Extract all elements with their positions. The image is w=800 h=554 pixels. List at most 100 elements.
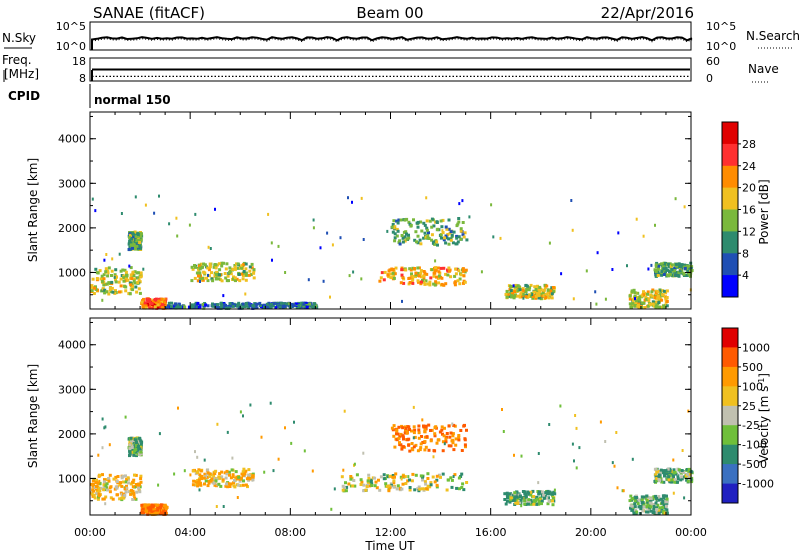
power-echo-region-3 xyxy=(190,261,256,283)
power-echo-region-2 xyxy=(140,297,168,310)
velocity-echo-region-0 xyxy=(90,473,143,502)
velocity-colorbar-tick-3: 25 xyxy=(742,400,756,413)
velocity-axis: 1000 2000 3000 4000 xyxy=(58,318,692,515)
power-colorbar-tick-6: 28 xyxy=(742,138,756,151)
power-axis: 1000 2000 3000 4000 xyxy=(58,112,692,309)
power-ytick-label-1: 2000 xyxy=(58,222,86,235)
velocity-colorbar-band-0 xyxy=(722,328,738,348)
velocity-colorbar-tick-4: -25 xyxy=(742,419,760,432)
noise-trace xyxy=(91,36,693,42)
velocity-echo-region-3 xyxy=(191,467,255,489)
power-colorbar-band-2 xyxy=(722,165,738,189)
velocity-colorbar-tick-5: -100 xyxy=(742,439,767,452)
velocity-echo-scatter xyxy=(90,401,694,516)
beam-title: Beam 00 xyxy=(356,4,423,22)
velocity-ylabel: Slant Range [km] xyxy=(26,364,40,468)
velocity-colorbar-band-8 xyxy=(722,483,738,504)
time-tick-label-6: 00:00 xyxy=(675,526,707,539)
time-tick-label-3: 12:00 xyxy=(375,526,407,539)
velocity-ytick-label-2: 3000 xyxy=(58,383,86,396)
power-colorbar-band-5 xyxy=(722,231,738,254)
power-colorbar-tick-0: 4 xyxy=(742,269,749,282)
velocity-colorbar-tick-0: 1000 xyxy=(742,341,770,354)
time-tick-label-1: 04:00 xyxy=(174,526,206,539)
time-axis-label: Time UT xyxy=(364,539,415,553)
power-echo-region-4 xyxy=(165,301,269,310)
velocity-ytick-label-0: 1000 xyxy=(58,472,86,485)
power-colorbar-band-4 xyxy=(722,209,738,232)
power-echo-region-7 xyxy=(390,217,469,247)
power-panel-frame xyxy=(89,111,692,310)
power-colorbar-tick-3: 16 xyxy=(742,204,756,217)
power-colorbar-tick-2: 12 xyxy=(742,225,756,238)
power-echo-region-8 xyxy=(504,283,556,301)
velocity-colorbar-band-1 xyxy=(722,347,738,368)
freq-left-tick-bottom: 8 xyxy=(79,72,86,85)
power-colorbar-band-0 xyxy=(722,122,738,145)
velocity-ytick-label-1: 2000 xyxy=(58,428,86,441)
velocity-colorbar-band-6 xyxy=(722,444,738,465)
noise-right-label: N.Search xyxy=(746,29,800,43)
freq-panel-frame xyxy=(89,57,692,82)
cpid-program: normal 150 xyxy=(94,93,171,107)
noise-right-tick-top: 10^5 xyxy=(706,20,736,33)
time-tick-label-4: 16:00 xyxy=(475,526,507,539)
power-echo-region-0 xyxy=(90,266,143,296)
velocity-ytick-label-3: 4000 xyxy=(58,339,86,352)
velocity-colorbar-label: Velocity [m s-1] xyxy=(757,373,771,463)
power-ytick-label-0: 1000 xyxy=(58,266,86,279)
power-echo-region-5 xyxy=(265,301,319,310)
power-colorbar-tick-4: 20 xyxy=(742,182,756,195)
velocity-colorbar-tick-6: -500 xyxy=(742,458,767,471)
power-colorbar-band-1 xyxy=(722,143,738,167)
velocity-isolated-echoes xyxy=(97,401,693,511)
noise-left-label: N.Sky xyxy=(2,31,36,45)
velocity-colorbar-band-5 xyxy=(722,425,738,446)
power-ylabel: Slant Range [km] xyxy=(26,158,40,262)
freq-left-tick-top: 18 xyxy=(72,55,86,68)
velocity-colorbar: 1000 500 100 25 -25 -100 -500 -1000 xyxy=(721,327,774,504)
velocity-colorbar-band-4 xyxy=(722,405,738,426)
power-ytick-label-3: 4000 xyxy=(58,133,86,146)
power-echo-scatter xyxy=(90,194,694,310)
noise-panel-frame xyxy=(89,21,692,51)
velocity-colorbar-band-3 xyxy=(722,386,738,407)
station-title: SANAE (fitACF) xyxy=(93,4,205,22)
nave-label: Nave xyxy=(748,62,779,76)
power-isolated-echoes xyxy=(91,194,692,306)
velocity-colorbar-tick-1: 500 xyxy=(742,361,763,374)
date-title: 22/Apr/2016 xyxy=(601,4,694,22)
velocity-colorbar-tick-2: 100 xyxy=(742,380,763,393)
velocity-echo-region-8 xyxy=(653,467,694,484)
power-colorbar: 4 8 12 16 20 24 28 xyxy=(721,121,756,298)
velocity-colorbar-band-7 xyxy=(722,464,738,484)
cpid-label: CPID xyxy=(8,89,40,103)
power-ytick-label-2: 3000 xyxy=(58,177,86,190)
velocity-echo-region-6 xyxy=(503,489,557,507)
velocity-echo-region-7 xyxy=(628,494,669,516)
freq-label-line2: [MHz] xyxy=(4,67,39,81)
noise-left-tick-bottom: 10^0 xyxy=(56,40,86,53)
velocity-colorbar-tick-7: -1000 xyxy=(742,478,774,491)
power-colorbar-band-7 xyxy=(722,275,738,298)
velocity-echo-region-2 xyxy=(140,503,168,516)
power-colorbar-band-3 xyxy=(722,187,738,210)
power-colorbar-tick-1: 8 xyxy=(742,247,749,260)
time-tick-label-2: 08:00 xyxy=(274,526,306,539)
time-tick-label-5: 20:00 xyxy=(575,526,607,539)
power-colorbar-band-6 xyxy=(722,253,738,276)
velocity-echo-region-1 xyxy=(127,436,144,458)
power-echo-region-1 xyxy=(127,230,144,252)
velocity-echo-region-5 xyxy=(390,423,468,453)
velocity-colorbar-band-2 xyxy=(722,366,738,387)
noise-right-tick-bottom: 10^0 xyxy=(706,40,736,53)
power-echo-region-9 xyxy=(628,288,669,309)
power-colorbar-tick-5: 24 xyxy=(742,160,756,173)
power-colorbar-label: Power [dB] xyxy=(757,179,771,244)
time-tick-label-0: 00:00 xyxy=(74,526,106,539)
power-echo-region-10 xyxy=(653,261,694,278)
nave-right-tick-bottom: 0 xyxy=(706,72,713,85)
noise-left-tick-top: 10^5 xyxy=(56,20,86,33)
freq-label-line1: Freq. xyxy=(2,53,32,67)
